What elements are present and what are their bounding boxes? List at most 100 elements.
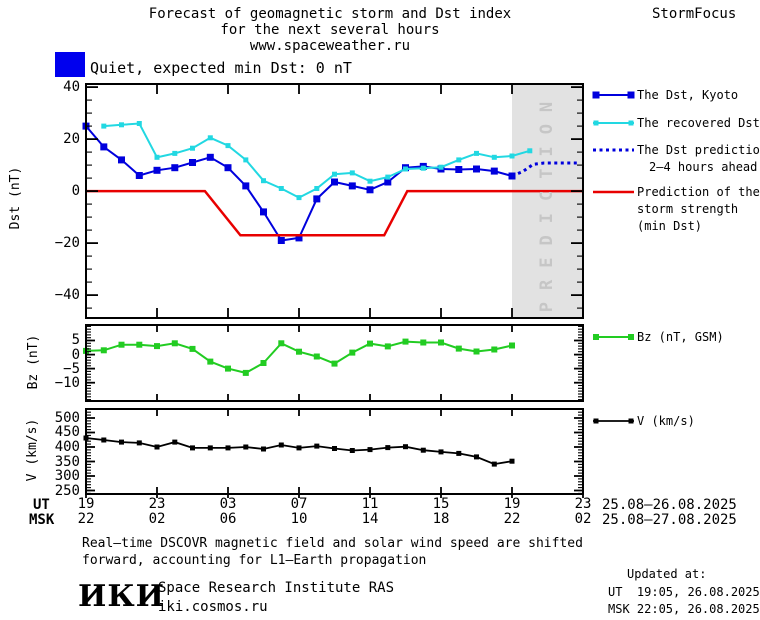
legend-strength-line3: (min Dst) xyxy=(637,219,703,233)
data-point-marker xyxy=(225,365,231,372)
data-point-marker xyxy=(331,360,338,367)
data-point-marker xyxy=(296,195,302,201)
ut-hour-label: 19 xyxy=(77,496,95,512)
data-point-marker xyxy=(420,165,426,171)
data-point-marker xyxy=(313,195,321,203)
data-point-marker xyxy=(243,444,249,450)
y-tick-label: 400 xyxy=(54,439,80,455)
msk-hour-label: 02 xyxy=(574,511,592,527)
data-point-marker xyxy=(118,156,125,164)
data-point-marker xyxy=(207,358,214,365)
data-point-marker xyxy=(385,445,391,451)
ut-hour-label: 07 xyxy=(290,496,308,512)
data-point-marker xyxy=(172,439,178,445)
y-tick-label: 250 xyxy=(54,483,80,499)
data-point-marker xyxy=(190,145,195,151)
data-point-marker xyxy=(438,164,444,170)
data-point-marker xyxy=(332,171,337,177)
ut-hour-label: 11 xyxy=(361,496,379,512)
data-point-marker xyxy=(153,166,161,174)
iki-logo: ИКИ xyxy=(78,579,165,614)
msk-hour-label: 22 xyxy=(77,511,95,527)
data-point-marker xyxy=(243,157,249,163)
quiet-status-swatch xyxy=(55,52,85,77)
data-point-marker xyxy=(207,445,213,451)
data-point-marker xyxy=(261,178,266,184)
legend-dst-kyoto: The Dst, Kyoto xyxy=(637,88,739,102)
data-point-marker xyxy=(260,360,267,366)
msk-hour-label: 22 xyxy=(503,511,521,527)
data-point-marker xyxy=(384,178,392,186)
y-tick-label: 350 xyxy=(54,454,80,470)
data-point-marker xyxy=(135,172,143,179)
data-point-marker xyxy=(278,340,285,347)
prediction-zone xyxy=(512,85,582,317)
legend-strength-line2: storm strength xyxy=(637,202,739,216)
y-tick-label: 0 xyxy=(71,183,80,199)
legend-sample-marker xyxy=(628,334,634,340)
data-point-marker xyxy=(260,208,267,216)
data-point-marker xyxy=(403,166,408,172)
data-point-marker xyxy=(278,186,284,191)
quiet-status-label: Quiet, expected min Dst: 0 nT xyxy=(90,59,352,77)
data-point-marker xyxy=(295,234,303,242)
data-point-marker xyxy=(189,159,196,166)
data-point-marker xyxy=(171,164,179,172)
data-point-marker xyxy=(101,123,107,129)
y-tick-label: 500 xyxy=(54,410,80,426)
data-point-marker xyxy=(384,343,391,350)
updated-at-ut: UT 19:05, 26.08.2025 xyxy=(608,585,760,599)
data-point-marker xyxy=(456,450,462,456)
legend-prediction-line2: 2–4 hours ahead xyxy=(649,160,758,174)
data-point-marker xyxy=(154,343,160,350)
data-point-marker xyxy=(508,172,516,180)
data-point-marker xyxy=(366,186,374,194)
legend-bz: Bz (nT, GSM) xyxy=(637,330,724,344)
series-line xyxy=(511,161,580,178)
data-point-marker xyxy=(420,339,427,346)
data-point-marker xyxy=(296,348,302,355)
data-point-marker xyxy=(509,458,515,464)
footer-note-line2: forward, accounting for L1–Earth propaga… xyxy=(82,553,427,568)
data-point-marker xyxy=(242,369,249,376)
data-point-marker xyxy=(491,461,497,467)
data-point-marker xyxy=(314,186,320,191)
data-point-marker xyxy=(206,153,214,161)
ut-date-range: 25.08–26.08.2025 xyxy=(602,497,737,513)
y-tick-label: −10 xyxy=(54,375,80,391)
data-point-marker xyxy=(190,445,195,451)
data-point-marker xyxy=(207,135,213,141)
legend-sample-marker xyxy=(593,120,599,126)
data-point-marker xyxy=(349,349,356,356)
data-point-marker xyxy=(101,437,107,443)
msk-hour-label: 14 xyxy=(361,511,379,527)
data-point-marker xyxy=(490,167,498,175)
brand-stormfocus: StormFocus xyxy=(652,6,737,22)
y-tick-label: 20 xyxy=(63,131,80,147)
data-point-marker xyxy=(332,446,337,451)
series-line xyxy=(85,437,513,466)
data-point-marker xyxy=(473,348,480,355)
data-point-marker xyxy=(225,445,231,451)
footer-note-line1: Real–time DSCOVR magnetic field and sola… xyxy=(82,536,583,551)
data-point-marker xyxy=(474,150,479,156)
legend-sample-marker xyxy=(628,418,634,424)
data-point-marker xyxy=(277,237,285,244)
series-line xyxy=(85,340,513,374)
data-point-marker xyxy=(313,353,320,360)
ut-hour-label: 23 xyxy=(574,496,592,512)
data-point-marker xyxy=(136,341,143,348)
data-point-marker xyxy=(172,150,178,156)
data-point-marker xyxy=(189,345,196,352)
data-point-marker xyxy=(118,341,125,348)
data-point-marker xyxy=(455,166,463,173)
series-line xyxy=(86,189,583,237)
data-point-marker xyxy=(349,448,355,453)
msk-hour-label: 02 xyxy=(148,511,166,527)
data-point-marker xyxy=(225,143,231,149)
page-title-line2: for the next several hours xyxy=(220,22,440,38)
data-point-marker xyxy=(349,170,355,176)
y-tick-label: 5 xyxy=(71,332,80,348)
